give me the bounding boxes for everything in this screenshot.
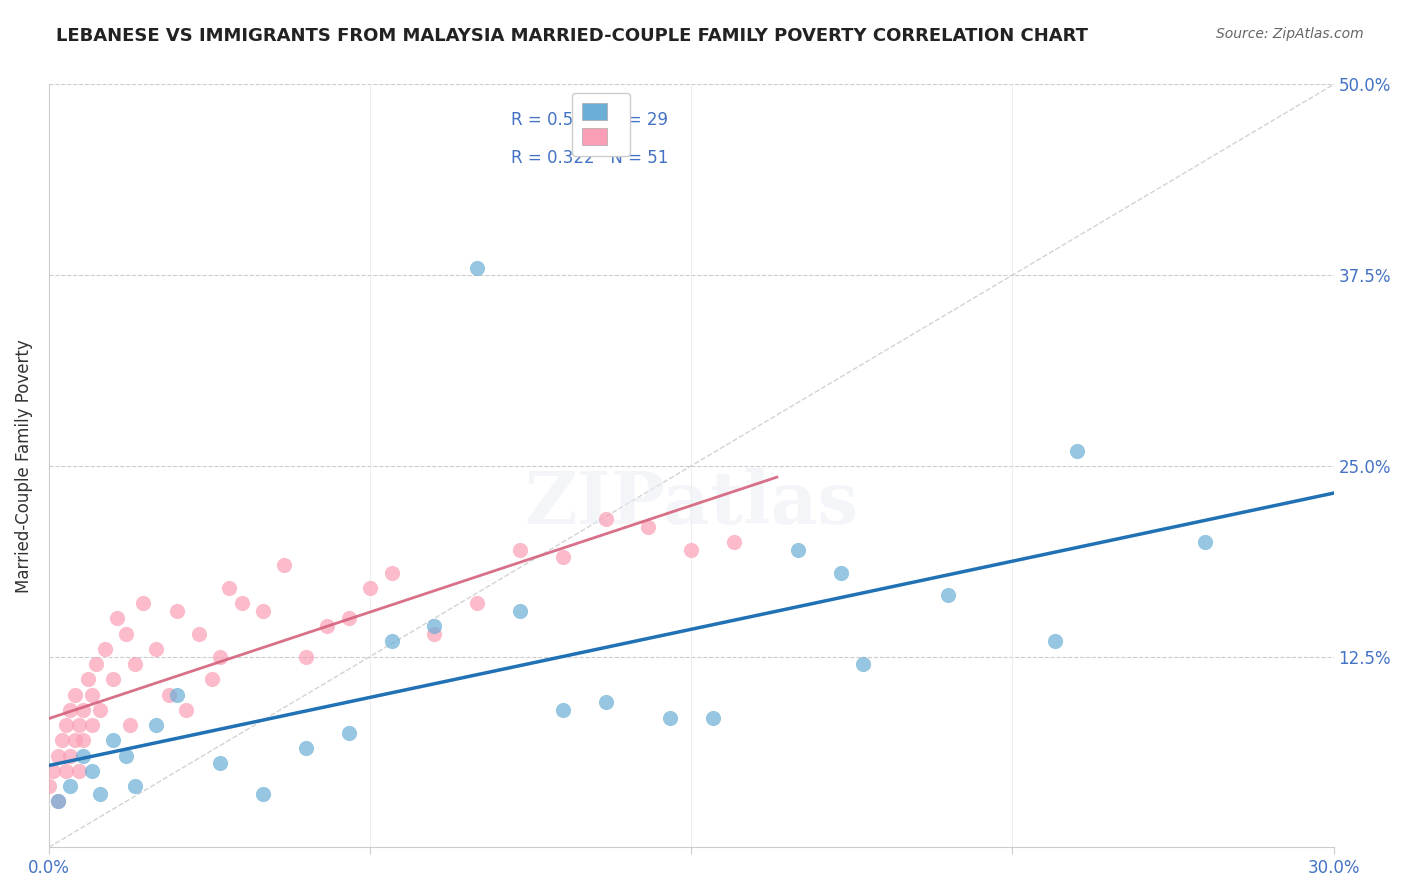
Point	[80, 688, 103, 702]
Point	[637, 520, 659, 534]
Point	[423, 626, 446, 640]
Point	[423, 619, 446, 633]
Point	[84, 657, 107, 672]
Point	[551, 703, 574, 717]
Point	[787, 542, 810, 557]
Point	[145, 718, 167, 732]
Point	[209, 649, 232, 664]
Y-axis label: Married-Couple Family Poverty: Married-Couple Family Poverty	[15, 339, 32, 592]
Point	[59, 703, 82, 717]
Point	[723, 535, 745, 549]
Point	[107, 611, 129, 625]
Point	[702, 710, 724, 724]
Point	[218, 581, 240, 595]
Point	[681, 542, 703, 557]
Point	[59, 748, 82, 763]
Point	[166, 604, 188, 618]
Text: Source: ZipAtlas.com: Source: ZipAtlas.com	[1216, 27, 1364, 41]
Point	[851, 657, 873, 672]
Point	[72, 733, 94, 747]
Point	[273, 558, 295, 572]
Point	[187, 626, 209, 640]
Legend: , : ,	[572, 93, 630, 156]
Text: R = 0.545   N = 29: R = 0.545 N = 29	[512, 112, 668, 129]
Point	[55, 718, 77, 732]
Point	[46, 794, 69, 808]
Point	[509, 604, 531, 618]
Point	[80, 764, 103, 778]
Point	[595, 512, 617, 526]
Point	[132, 596, 155, 610]
Point	[316, 619, 339, 633]
Point	[72, 703, 94, 717]
Point	[1194, 535, 1216, 549]
Point	[120, 718, 142, 732]
Point	[59, 779, 82, 793]
Point	[46, 794, 69, 808]
Point	[830, 566, 852, 580]
Point	[72, 748, 94, 763]
Point	[201, 673, 224, 687]
Point	[295, 649, 318, 664]
Point	[67, 718, 90, 732]
Point	[93, 641, 115, 656]
Point	[166, 688, 188, 702]
Point	[103, 673, 125, 687]
Point	[359, 581, 381, 595]
Point	[252, 604, 274, 618]
Point	[38, 779, 60, 793]
Text: R = 0.322   N = 51: R = 0.322 N = 51	[512, 149, 669, 168]
Point	[55, 764, 77, 778]
Point	[174, 703, 197, 717]
Point	[103, 733, 125, 747]
Text: ZIPatlas: ZIPatlas	[524, 468, 858, 540]
Text: LEBANESE VS IMMIGRANTS FROM MALAYSIA MARRIED-COUPLE FAMILY POVERTY CORRELATION C: LEBANESE VS IMMIGRANTS FROM MALAYSIA MAR…	[56, 27, 1088, 45]
Point	[157, 688, 180, 702]
Point	[67, 764, 90, 778]
Point	[63, 733, 86, 747]
Point	[551, 550, 574, 565]
Point	[76, 673, 98, 687]
Point	[89, 787, 111, 801]
Point	[1066, 443, 1088, 458]
Point	[89, 703, 111, 717]
Point	[295, 741, 318, 756]
Point	[231, 596, 253, 610]
Point	[124, 779, 146, 793]
Point	[63, 688, 86, 702]
Point	[115, 626, 138, 640]
Point	[465, 596, 488, 610]
Point	[658, 710, 681, 724]
Point	[380, 566, 402, 580]
Point	[209, 756, 232, 771]
Point	[115, 748, 138, 763]
Point	[509, 542, 531, 557]
Point	[80, 718, 103, 732]
Point	[380, 634, 402, 648]
Point	[465, 260, 488, 275]
Point	[124, 657, 146, 672]
Point	[145, 641, 167, 656]
Point	[252, 787, 274, 801]
Point	[51, 733, 73, 747]
Point	[46, 748, 69, 763]
Point	[337, 726, 360, 740]
Point	[1043, 634, 1066, 648]
Point	[42, 764, 65, 778]
Point	[936, 589, 959, 603]
Point	[595, 695, 617, 709]
Point	[337, 611, 360, 625]
